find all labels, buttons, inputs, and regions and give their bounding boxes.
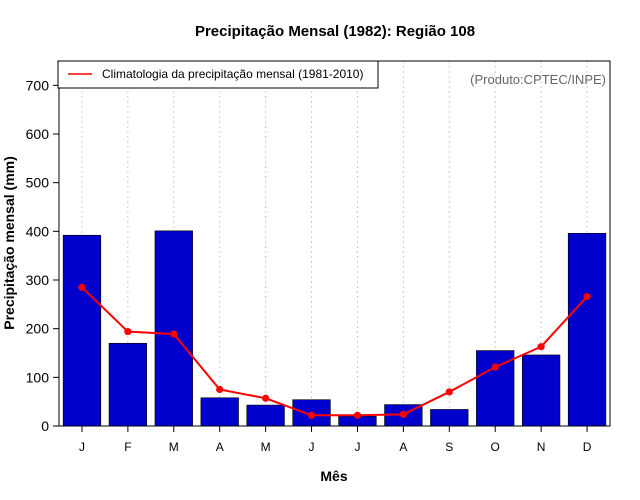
x-tick-label-2: M <box>169 440 179 454</box>
credit-text: (Produto:CPTEC/INPE) <box>470 72 606 87</box>
bar-9 <box>476 350 515 427</box>
y-tick-label-0: 0 <box>41 418 49 434</box>
x-tick-label-7: A <box>399 440 407 454</box>
bar-11 <box>567 232 607 427</box>
grid-lines <box>81 61 588 426</box>
chart-title: Precipitação Mensal (1982): Região 108 <box>195 23 475 40</box>
climatology-point-11 <box>583 292 591 301</box>
x-tick-label-6: J <box>354 440 360 454</box>
bar-series <box>62 230 607 427</box>
y-tick-label-6: 600 <box>26 126 50 142</box>
climatology-point-1 <box>124 327 132 336</box>
y-tick-label-7: 700 <box>26 77 50 93</box>
y-axis-label: Precipitação mensal (mm) <box>1 156 17 330</box>
x-tick-label-9: O <box>491 440 500 454</box>
x-axis-label: Mês <box>320 468 347 484</box>
legend-box <box>57 60 379 89</box>
climatology-point-9 <box>491 363 499 371</box>
legend: Climatologia da precipitação mensal (198… <box>57 60 379 89</box>
climatology-point-2 <box>170 330 178 338</box>
x-tick-label-10: N <box>537 440 546 454</box>
y-tick-label-3: 300 <box>26 272 50 288</box>
climatology-point-4 <box>262 394 270 402</box>
climatology-series <box>78 283 591 419</box>
bar-0 <box>62 234 102 427</box>
bar-1 <box>108 342 148 427</box>
bar-10 <box>521 354 561 427</box>
x-tick-label-8: S <box>445 440 453 454</box>
bar-4 <box>246 404 285 427</box>
climatology-line <box>81 286 588 417</box>
bar-3 <box>200 397 239 427</box>
x-tick-label-4: M <box>261 440 271 454</box>
x-tick-label-1: F <box>124 440 131 454</box>
x-tick-label-11: D <box>583 440 592 454</box>
climatology-point-5 <box>307 411 316 419</box>
x-tick-label-3: A <box>216 440 224 454</box>
climatology-point-6 <box>353 411 362 419</box>
y-tick-label-4: 400 <box>26 223 50 239</box>
climatology-point-10 <box>537 343 545 351</box>
climatology-point-7 <box>399 410 407 418</box>
climatology-point-3 <box>216 385 224 394</box>
y-tick-label-5: 500 <box>26 175 50 191</box>
climatology-point-8 <box>445 388 453 396</box>
y-tick-label-2: 200 <box>26 321 50 337</box>
climatology-point-0 <box>78 283 86 291</box>
legend-entry-climatology: Climatologia da precipitação mensal (198… <box>102 67 363 81</box>
x-tick-label-0: J <box>79 440 85 454</box>
x-tick-label-5: J <box>309 440 315 454</box>
y-tick-label-1: 100 <box>26 369 50 385</box>
bar-8 <box>430 409 469 427</box>
bar-2 <box>154 230 193 427</box>
